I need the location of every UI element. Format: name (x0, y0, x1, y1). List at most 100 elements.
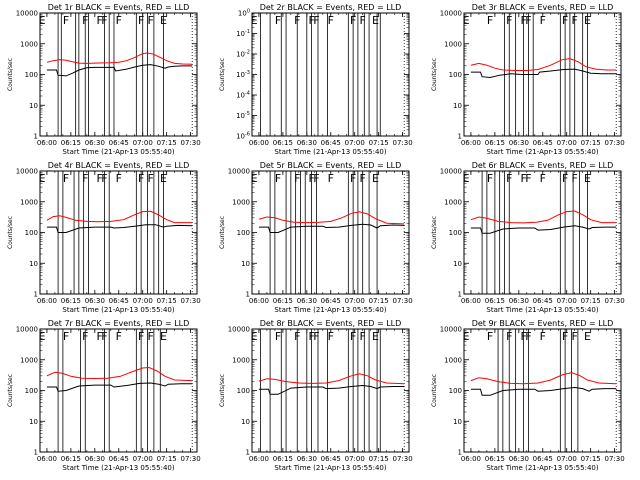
flag-letter: E (584, 172, 591, 185)
flag-letter: F (540, 172, 546, 185)
flag-letter: F (525, 172, 531, 185)
lld-series-line (470, 372, 617, 385)
y-tick-label: 10-4 (236, 91, 250, 100)
panel-title: Det 8r BLACK = Events, RED = LLD (260, 319, 402, 328)
x-tick-label: 06:30 (509, 297, 529, 305)
flag-letter: F (294, 14, 300, 27)
flag-letter: F (275, 172, 281, 185)
lld-series-line (258, 211, 405, 225)
y-tick-label: 100 (25, 387, 38, 395)
flag-letter: F (506, 172, 512, 185)
flag-letter: E (251, 172, 258, 185)
panel-title: Det 1r BLACK = Events, RED = LLD (48, 3, 190, 12)
plot-frame (39, 328, 198, 453)
y-tick-label: 100 (449, 387, 462, 395)
flag-letter: F (116, 14, 122, 27)
x-axis-label: Start Time (21-Apr-13 05:55:40) (486, 306, 598, 314)
flag-letter: E (372, 330, 379, 343)
x-tick-label: 07:00 (133, 297, 153, 305)
y-tick-label: 10 (241, 418, 250, 426)
lld-series-line (470, 58, 617, 71)
y-tick-label: 10-3 (236, 70, 250, 79)
flag-letter: F (63, 14, 69, 27)
y-axis-label: Counts/sec (219, 216, 226, 249)
events-series-line (258, 384, 405, 395)
x-tick-label: 07:00 (133, 455, 153, 463)
lld-series-line (46, 366, 193, 382)
y-tick-label: 10000 (16, 10, 38, 18)
flag-letter: F (572, 14, 578, 27)
plot-frame (39, 12, 198, 137)
flag-letter: F (572, 172, 578, 185)
x-tick-label: 07:00 (557, 455, 577, 463)
x-tick-label: 06:15 (485, 139, 505, 147)
flag-letter: F (116, 172, 122, 185)
x-tick-label: 07:15 (369, 455, 389, 463)
y-tick-label: 1 (458, 449, 462, 457)
x-tick-label: 07:30 (605, 297, 625, 305)
events-series-line (470, 68, 617, 79)
x-tick-label: 06:30 (297, 139, 317, 147)
x-tick-label: 07:30 (605, 455, 625, 463)
x-axis-label: Start Time (21-Apr-13 05:55:40) (62, 306, 174, 314)
panel-det-9: Det 9r BLACK = Events, RED = LLD Counts/s… (431, 319, 625, 472)
flag-letter: F (308, 330, 314, 343)
y-tick-label: 10 (453, 102, 462, 110)
x-tick-label: 07:15 (369, 139, 389, 147)
flag-letter: E (160, 330, 167, 343)
x-tick-label: 06:15 (485, 297, 505, 305)
y-tick-label: 10-2 (236, 50, 250, 59)
flag-letter: F (82, 14, 88, 27)
x-tick-label: 06:15 (61, 297, 81, 305)
x-tick-label: 06:00 (461, 455, 481, 463)
flag-letter: F (101, 14, 107, 27)
x-tick-label: 06:45 (533, 297, 553, 305)
y-tick-label: 10000 (440, 168, 462, 176)
flag-letter: E (39, 14, 46, 27)
y-tick-label: 10000 (16, 326, 38, 334)
flag-letter: F (96, 14, 102, 27)
x-axis-label: Start Time (21-Apr-13 05:55:40) (486, 148, 598, 156)
x-tick-label: 07:00 (345, 455, 365, 463)
y-tick-label: 10 (453, 418, 462, 426)
x-tick-label: 07:30 (393, 455, 413, 463)
y-tick-label: 1000 (232, 356, 250, 364)
x-tick-label: 06:30 (297, 455, 317, 463)
flag-letter: F (63, 172, 69, 185)
panel-title: Det 6r BLACK = Events, RED = LLD (472, 161, 614, 170)
x-tick-label: 06:30 (509, 139, 529, 147)
flag-letter: F (562, 172, 568, 185)
y-tick-label: 10000 (440, 10, 462, 18)
x-tick-label: 07:30 (605, 139, 625, 147)
flag-letter: F (313, 330, 319, 343)
flag-letter: F (328, 330, 334, 343)
plot-frame (463, 12, 622, 137)
flag-letter: E (584, 14, 591, 27)
x-tick-label: 07:30 (393, 297, 413, 305)
plot-frame (251, 170, 410, 295)
lld-series-line (470, 210, 617, 224)
y-tick-label: 1000 (444, 40, 462, 48)
x-tick-label: 06:45 (321, 139, 341, 147)
y-axis-label: Counts/sec (431, 216, 438, 249)
y-tick-label: 100 (25, 229, 38, 237)
y-axis-label: Counts/sec (7, 216, 14, 249)
y-axis-label: Counts/sec (431, 374, 438, 407)
flag-letter: F (562, 14, 568, 27)
flag-letter: F (360, 172, 366, 185)
y-tick-label: 10-6 (236, 132, 250, 141)
flag-letter: F (275, 14, 281, 27)
panel-title: Det 2r BLACK = Events, RED = LLD (260, 3, 402, 12)
x-tick-label: 07:30 (393, 139, 413, 147)
plot-frame (251, 328, 410, 453)
flag-letter: F (525, 330, 531, 343)
events-series-line (46, 224, 193, 233)
y-axis-label: Counts/sec (219, 58, 226, 91)
x-tick-label: 07:15 (581, 455, 601, 463)
y-tick-label: 1 (458, 291, 462, 299)
x-tick-label: 06:15 (485, 455, 505, 463)
x-axis-label: Start Time (21-Apr-13 05:55:40) (274, 306, 386, 314)
events-series-line (470, 386, 617, 396)
y-tick-label: 1000 (232, 198, 250, 206)
x-tick-label: 07:30 (181, 455, 201, 463)
